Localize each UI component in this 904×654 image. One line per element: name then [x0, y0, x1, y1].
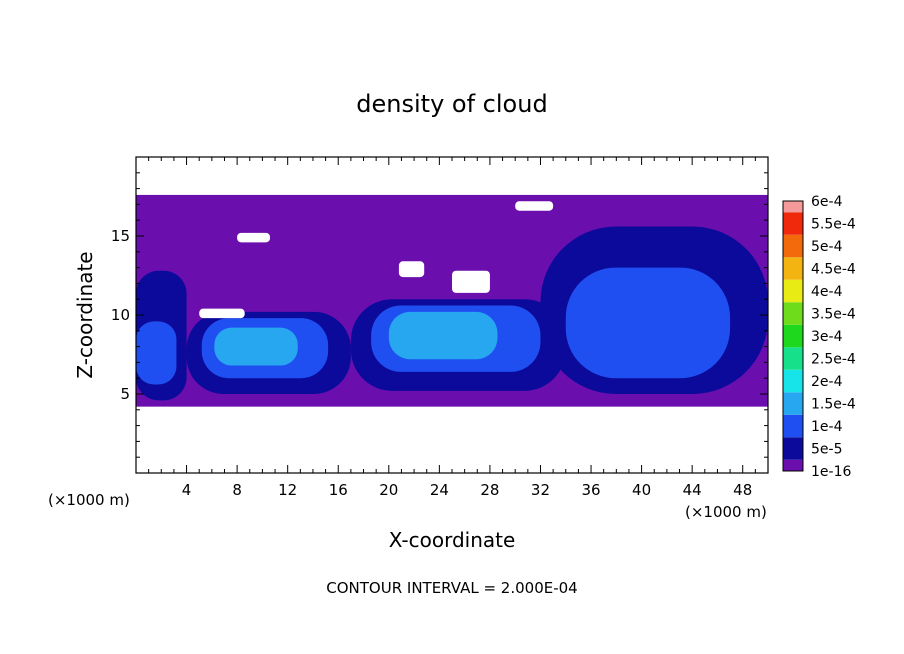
density-field	[136, 194, 768, 407]
cloud-gap-1	[398, 261, 425, 278]
colorbar-label-12: 6e-4	[811, 194, 843, 210]
colorbar-label-4: 2e-4	[811, 374, 843, 390]
colorbar-label-5: 2.5e-4	[811, 352, 856, 368]
colorbar-swatch-11	[783, 212, 803, 235]
x-unit-left: (×1000 m)	[48, 491, 130, 509]
contour-interval-footer: CONTOUR INTERVAL = 2.000E-04	[326, 579, 577, 597]
colorbar-label-9: 4.5e-4	[811, 262, 856, 278]
colorbar-swatch-2	[783, 414, 803, 438]
x-axis-ticks: 4 8 12 16 20 24 28 32 36 40 44 48	[148, 157, 756, 499]
cloud-gap-3	[237, 232, 270, 243]
colorbar-swatch-7	[783, 302, 803, 325]
x-tick-label-36: 36	[581, 481, 600, 499]
density-region-8	[214, 327, 298, 366]
colorbar-label-0: 1e-16	[811, 464, 851, 480]
y-tick-label-5: 5	[120, 385, 130, 403]
colorbar-label-8: 4e-4	[811, 284, 843, 300]
colorbar-swatch-9	[783, 257, 803, 280]
density-region-9	[388, 311, 498, 360]
x-unit-right: (×1000 m)	[685, 503, 767, 521]
colorbar-label-3: 1.5e-4	[811, 397, 856, 413]
colorbar-swatch-10	[783, 234, 803, 258]
colorbar-swatch-0	[783, 459, 803, 471]
colorbar-label-2: 1e-4	[811, 419, 843, 435]
x-tick-label-48: 48	[733, 481, 752, 499]
colorbar-swatch-5	[783, 347, 803, 370]
y-axis-label: Z-coordinate	[73, 251, 97, 378]
y-tick-label-15: 15	[111, 227, 130, 245]
x-tick-label-4: 4	[182, 481, 192, 499]
x-tick-label-20: 20	[379, 481, 398, 499]
cloud-gap-2	[452, 270, 490, 293]
colorbar-swatch-12	[783, 201, 803, 213]
colorbar-swatch-4	[783, 369, 803, 393]
colorbar-frame	[782, 200, 804, 472]
colorbar-label-7: 3.5e-4	[811, 307, 856, 323]
x-tick-label-8: 8	[232, 481, 242, 499]
cloud-gap-4	[515, 201, 554, 211]
colorbar: 1e-16 5e-5 1e-4 1.5e-4 2e-4 2.5e-4 3e-4 3.5e-4 4…	[782, 194, 856, 480]
colorbar-label-10: 5e-4	[811, 239, 843, 255]
x-tick-label-24: 24	[430, 481, 449, 499]
x-axis-label: X-coordinate	[389, 528, 516, 552]
colorbar-swatch-3	[783, 392, 803, 415]
x-tick-label-28: 28	[480, 481, 499, 499]
colorbar-swatch-8	[783, 279, 803, 303]
x-tick-label-12: 12	[278, 481, 297, 499]
density-region-7	[136, 321, 177, 385]
colorbar-label-1: 5e-5	[811, 442, 842, 458]
x-tick-label-16: 16	[329, 481, 348, 499]
colorbar-swatch-1	[783, 437, 803, 460]
cloud-gap-0	[199, 308, 245, 319]
y-tick-label-10: 10	[111, 306, 130, 324]
x-tick-label-44: 44	[683, 481, 702, 499]
y-axis-ticks: 5 10 15	[111, 172, 768, 458]
x-tick-label-32: 32	[531, 481, 550, 499]
chart-title: density of cloud	[356, 90, 547, 118]
colorbar-label-11: 5.5e-4	[811, 217, 856, 233]
density-region-6	[565, 267, 731, 379]
colorbar-label-6: 3e-4	[811, 329, 843, 345]
x-tick-label-40: 40	[632, 481, 651, 499]
colorbar-swatch-6	[783, 324, 803, 348]
